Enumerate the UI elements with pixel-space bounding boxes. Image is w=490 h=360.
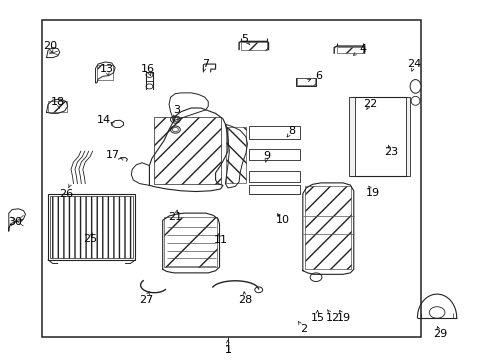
Text: 8: 8 [288,126,295,136]
Text: 17: 17 [106,150,120,160]
Text: 20: 20 [43,41,57,51]
Bar [97,65,113,80]
Bar [48,101,67,112]
Text: 29: 29 [433,329,447,339]
Text: 23: 23 [384,147,398,157]
Bar [250,127,299,138]
Bar [48,194,135,260]
Text: 19: 19 [366,188,379,198]
Bar [349,97,355,176]
Bar [305,186,351,269]
Bar [50,196,133,258]
Text: 27: 27 [139,294,153,305]
Text: 26: 26 [59,189,73,199]
Text: 1: 1 [224,345,231,355]
Text: 18: 18 [51,96,65,107]
Text: 13: 13 [100,64,114,74]
Text: 30: 30 [8,217,22,228]
Bar [350,97,407,176]
Bar [154,117,220,184]
Bar [297,78,315,85]
Bar [164,217,217,267]
Text: 16: 16 [141,64,155,74]
Bar [406,97,410,176]
Text: 24: 24 [407,59,421,69]
Bar [296,78,316,86]
Bar [250,150,299,159]
Bar [249,185,300,194]
Bar [249,149,300,160]
Bar [249,171,300,182]
Text: 12: 12 [326,312,340,323]
Text: 25: 25 [84,234,98,244]
Text: 19: 19 [337,312,351,323]
Text: 14: 14 [97,114,111,125]
Text: 4: 4 [359,44,366,54]
Text: 3: 3 [173,105,180,115]
Text: 21: 21 [169,212,182,222]
Bar [250,172,299,181]
Text: 28: 28 [238,294,252,305]
Text: 7: 7 [202,59,209,69]
Bar [250,186,299,194]
Text: 22: 22 [363,99,377,109]
Ellipse shape [411,96,420,105]
Text: 1: 1 [224,345,231,355]
Bar [42,20,421,337]
Bar [226,127,246,183]
Text: 5: 5 [242,34,248,44]
Text: 2: 2 [300,324,307,334]
Bar [241,42,267,50]
Ellipse shape [410,80,421,93]
Text: 9: 9 [264,150,270,161]
Bar [337,47,363,53]
Bar [249,126,300,139]
Bar [353,99,404,175]
Text: 10: 10 [276,215,290,225]
Text: 6: 6 [315,71,322,81]
Text: 15: 15 [311,312,324,323]
Text: 11: 11 [214,235,227,246]
